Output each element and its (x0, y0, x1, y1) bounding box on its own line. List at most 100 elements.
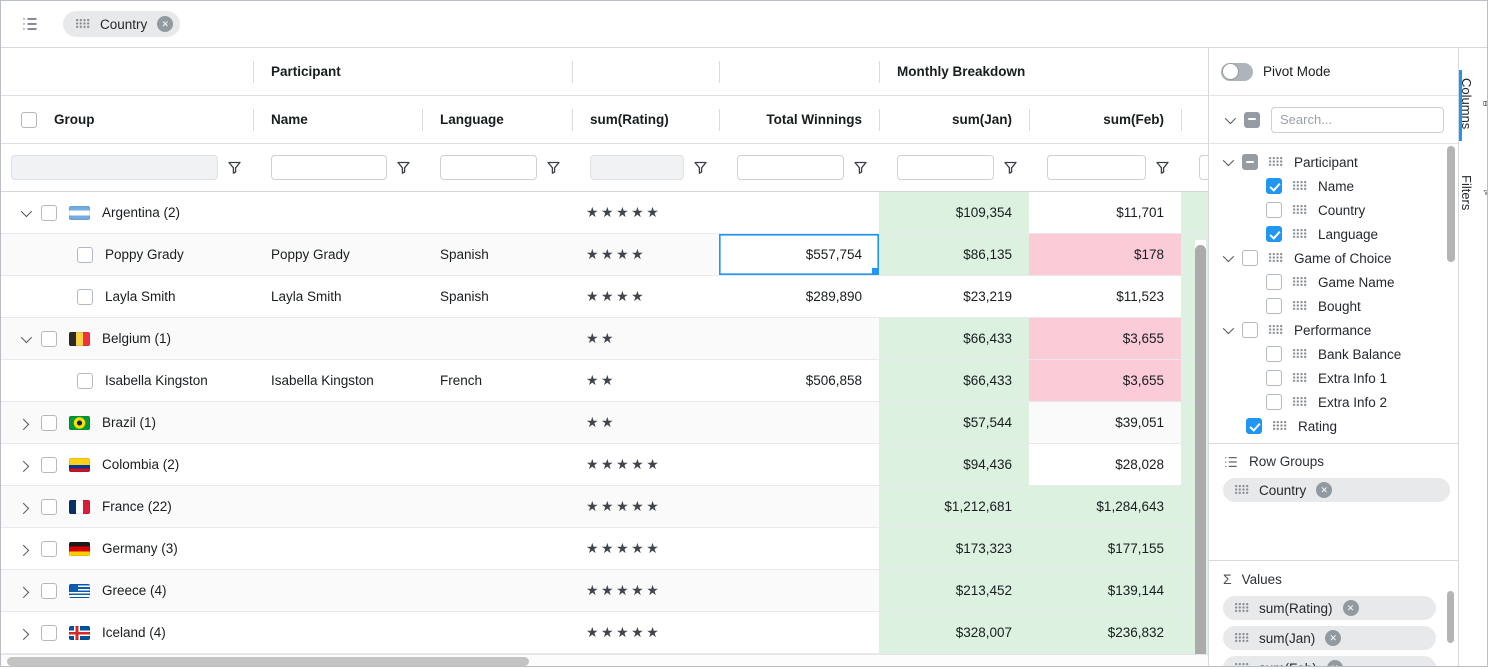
column-tool-panel-item[interactable]: Game Name (1209, 270, 1458, 294)
drag-grip-icon[interactable] (1293, 301, 1307, 311)
cell-sum-jan[interactable]: $66,433 (879, 318, 1029, 359)
filter-funnel-icon[interactable] (227, 160, 242, 175)
cell-sum-feb[interactable]: $39,051 (1029, 402, 1181, 443)
cell-sum-jan[interactable]: $23,219 (879, 276, 1029, 317)
column-chip[interactable]: Country ✕ (63, 11, 180, 37)
cell-rating-stars[interactable]: ★★★★★ (572, 192, 719, 233)
cell-sum-jan[interactable]: $109,354 (879, 192, 1029, 233)
expand-chevron-icon[interactable] (18, 502, 29, 513)
cell-sum-feb[interactable]: $11,701 (1029, 192, 1181, 233)
pivot-mode-toggle[interactable] (1221, 63, 1253, 81)
cell-language[interactable]: Spanish (422, 276, 572, 317)
row-checkbox[interactable] (41, 625, 57, 641)
cell-rating-stars[interactable]: ★★★★★ (572, 570, 719, 611)
cell-rating-stars[interactable]: ★★ (572, 360, 719, 401)
column-chip[interactable]: sum(Jan) ✕ (1223, 626, 1436, 650)
column-tool-panel-item[interactable]: Language (1209, 222, 1458, 246)
tab-columns[interactable]: Columns (1459, 70, 1488, 141)
tree-expand-chevron-icon[interactable] (1223, 323, 1234, 334)
cell-total-winnings[interactable] (719, 612, 879, 653)
row-checkbox[interactable] (41, 205, 57, 221)
column-tool-panel-item[interactable]: Bank Balance (1209, 342, 1458, 366)
cell-language[interactable] (422, 486, 572, 527)
column-visibility-checkbox[interactable] (1266, 394, 1282, 410)
expand-all-chevron-icon[interactable] (1225, 112, 1236, 123)
filter-input-name[interactable] (271, 155, 387, 180)
column-header-total-winnings[interactable]: Total Winnings (719, 96, 879, 143)
cell-sum-jan[interactable]: $86,135 (879, 234, 1029, 275)
cell-rating-stars[interactable]: ★★★★★ (572, 612, 719, 653)
cell-group[interactable]: Poppy Grady (1, 234, 253, 275)
cell-group[interactable]: Layla Smith (1, 276, 253, 317)
cell-name[interactable] (253, 570, 422, 611)
column-tool-panel-item[interactable]: Game of Choice (1209, 246, 1458, 270)
select-all-columns-checkbox[interactable] (1244, 112, 1260, 128)
remove-chip-icon[interactable]: ✕ (157, 16, 173, 32)
cell-name[interactable] (253, 528, 422, 569)
cell-sum-jan[interactable]: $66,433 (879, 360, 1029, 401)
column-header-name[interactable]: Name (253, 96, 422, 143)
column-chip[interactable]: sum(Rating) ✕ (1223, 596, 1436, 620)
column-visibility-checkbox[interactable] (1266, 226, 1282, 242)
cell-total-winnings[interactable] (719, 528, 879, 569)
row-checkbox[interactable] (41, 457, 57, 473)
column-visibility-checkbox[interactable] (1266, 346, 1282, 362)
cell-sum-jan[interactable]: $57,544 (879, 402, 1029, 443)
cell-name[interactable]: Isabella Kingston (253, 360, 422, 401)
column-tool-panel-item[interactable]: Extra Info 1 (1209, 366, 1458, 390)
row-checkbox[interactable] (41, 331, 57, 347)
drag-grip-icon[interactable] (1235, 603, 1249, 613)
cell-group[interactable]: Brazil (1) (1, 402, 253, 443)
cell-group[interactable]: Belgium (1) (1, 318, 253, 359)
cell-name[interactable] (253, 192, 422, 233)
filter-funnel-icon[interactable] (1003, 160, 1018, 175)
drag-grip-icon[interactable] (1293, 277, 1307, 287)
cell-sum-feb[interactable]: $178 (1029, 234, 1181, 275)
cell-total-winnings[interactable] (719, 192, 879, 233)
filter-input-total-winnings[interactable] (737, 155, 844, 180)
cell-name[interactable] (253, 612, 422, 653)
cell-language[interactable] (422, 444, 572, 485)
table-row[interactable]: Germany (3) ★★★★★ $173,323 $177,155 (1, 528, 1208, 570)
cell-rating-stars[interactable]: ★★★★ (572, 276, 719, 317)
column-tool-panel-item[interactable]: Extra Info 2 (1209, 390, 1458, 414)
column-tool-panel-item[interactable]: Country (1209, 198, 1458, 222)
table-row[interactable]: Argentina (2) ★★★★★ $109,354 $11,701 (1, 192, 1208, 234)
column-chip[interactable]: sum(Feb) ✕ (1223, 656, 1436, 667)
cell-name[interactable]: Layla Smith (253, 276, 422, 317)
cell-language[interactable]: French (422, 360, 572, 401)
expand-chevron-icon[interactable] (18, 544, 29, 555)
table-row[interactable]: Iceland (4) ★★★★★ $328,007 $236,832 (1, 612, 1208, 654)
column-tool-panel-item[interactable]: Bought (1209, 294, 1458, 318)
cell-total-winnings[interactable]: $557,754 (719, 234, 879, 275)
cell-group[interactable]: Iceland (4) (1, 612, 253, 653)
cell-sum-feb[interactable]: $3,655 (1029, 318, 1181, 359)
drag-grip-icon[interactable] (1269, 253, 1283, 263)
row-checkbox[interactable] (41, 415, 57, 431)
drag-grip-icon[interactable] (1293, 397, 1307, 407)
cell-sum-jan[interactable]: $1,212,681 (879, 486, 1029, 527)
cell-group[interactable]: Germany (3) (1, 528, 253, 569)
cell-total-winnings[interactable] (719, 444, 879, 485)
column-visibility-checkbox[interactable] (1242, 250, 1258, 266)
remove-chip-icon[interactable]: ✕ (1343, 600, 1359, 616)
vertical-scrollbar[interactable] (1195, 240, 1206, 667)
cell-sum-feb[interactable]: $28,028 (1029, 444, 1181, 485)
cell-language[interactable] (422, 528, 572, 569)
horizontal-scrollbar[interactable] (1, 654, 1208, 667)
column-chip[interactable]: Country ✕ (1223, 478, 1450, 502)
filter-funnel-icon[interactable] (693, 160, 708, 175)
cell-name[interactable] (253, 318, 422, 359)
column-tool-panel-item[interactable]: Name (1209, 174, 1458, 198)
cell-name[interactable]: Poppy Grady (253, 234, 422, 275)
column-search-input[interactable] (1271, 107, 1444, 133)
column-header-sum-jan[interactable]: sum(Jan) (879, 96, 1029, 143)
cell-rating-stars[interactable]: ★★★★ (572, 234, 719, 275)
cell-sum-feb[interactable]: $11,523 (1029, 276, 1181, 317)
table-row[interactable]: Isabella Kingston Isabella Kingston Fren… (1, 360, 1208, 402)
cell-name[interactable] (253, 402, 422, 443)
cell-total-winnings[interactable]: $506,858 (719, 360, 879, 401)
cell-name[interactable] (253, 444, 422, 485)
cell-language[interactable] (422, 570, 572, 611)
cell-language[interactable] (422, 402, 572, 443)
